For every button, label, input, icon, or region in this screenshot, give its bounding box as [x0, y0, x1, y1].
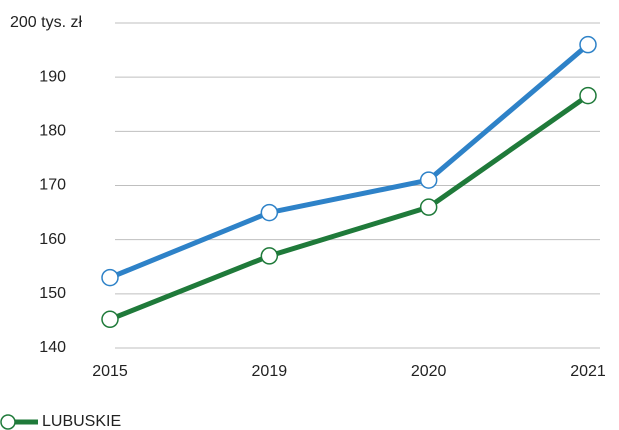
- data-point: [260, 203, 279, 222]
- data-point: [579, 35, 597, 54]
- x-tick-label: 2021: [570, 363, 606, 380]
- series-line: [109, 93, 590, 322]
- y-tick-label: 170: [39, 177, 66, 194]
- data-point: [419, 198, 438, 216]
- legend-label: LUBUSKIE: [42, 413, 121, 430]
- y-tick-label: 200 tys. zł: [10, 14, 82, 31]
- x-tick-label: 2020: [411, 363, 447, 380]
- y-tick-label: 180: [39, 123, 66, 140]
- y-tick-label: 190: [39, 68, 66, 85]
- x-tick-label: 2015: [92, 363, 128, 380]
- x-tick-label: 2019: [252, 363, 288, 380]
- data-point: [419, 171, 438, 189]
- data-point: [260, 247, 279, 265]
- y-tick-label: 150: [39, 285, 66, 302]
- data-point: [579, 86, 597, 105]
- data-point: [101, 268, 119, 287]
- legend-marker: [0, 414, 16, 430]
- y-tick-label: 140: [39, 339, 66, 356]
- y-tick-label: 160: [39, 231, 66, 248]
- series-line: [109, 42, 590, 280]
- data-point: [101, 310, 119, 329]
